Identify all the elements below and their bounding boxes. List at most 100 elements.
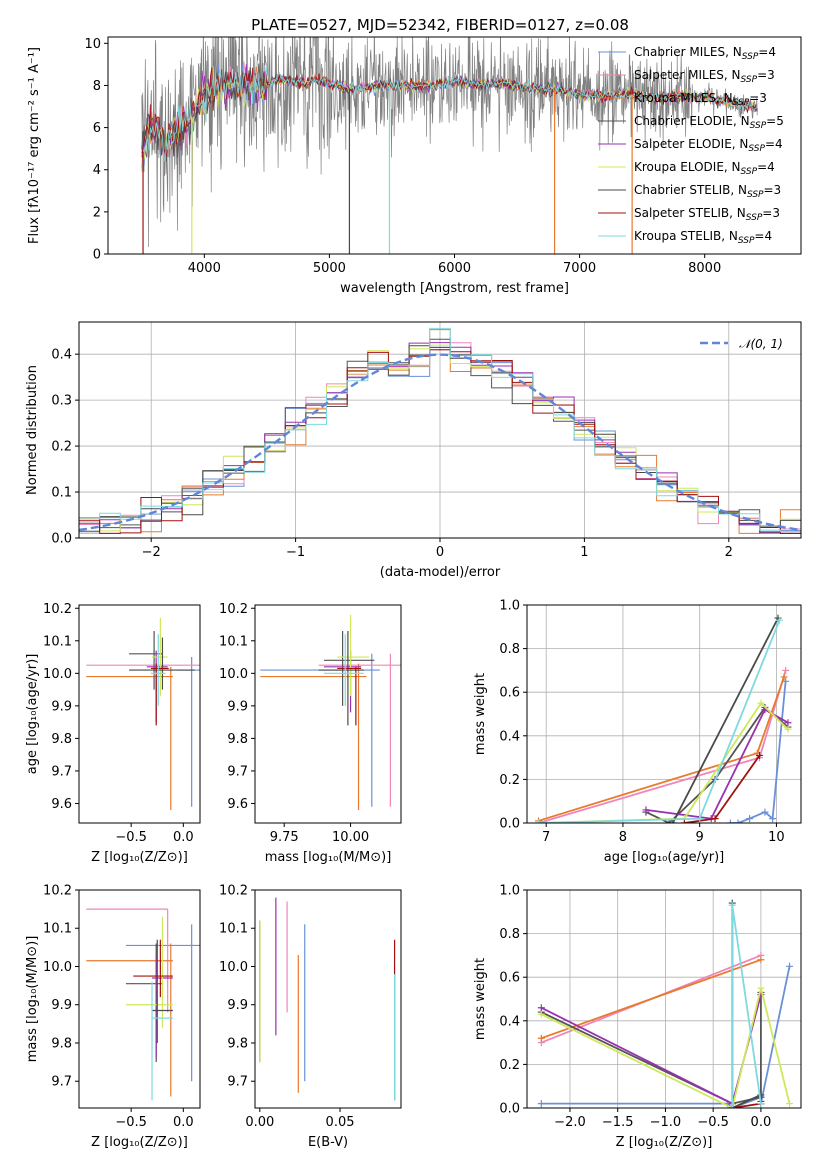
errorbar-point bbox=[125, 916, 173, 1028]
legend-label: Kroupa STELIB, NSSP=4 bbox=[634, 229, 772, 246]
mass-weight-marker bbox=[680, 819, 688, 823]
mass-weight-marker bbox=[784, 725, 792, 733]
y-tick-label: 6 bbox=[93, 121, 101, 136]
legend-label: Salpeter ELODIE, NSSP=4 bbox=[634, 137, 783, 154]
x-tick-label: −2 bbox=[142, 545, 161, 560]
mass-weight-series bbox=[540, 992, 762, 1105]
x-axis-label: Z [log₁₀(Z/Z⊙)] bbox=[91, 850, 188, 865]
mass-weight-marker bbox=[728, 1104, 736, 1108]
model-spectrum-line bbox=[141, 66, 758, 171]
y-tick-label: 10.0 bbox=[219, 667, 248, 682]
mass-weight-marker bbox=[757, 984, 765, 992]
errorbar-point bbox=[150, 634, 166, 706]
axes-frame bbox=[78, 321, 802, 539]
figure-title: PLATE=0527, MJD=52342, FIBERID=0127, z=0… bbox=[251, 16, 629, 34]
y-tick-label: 10.1 bbox=[43, 634, 72, 649]
mass-weight-series bbox=[645, 708, 789, 820]
spectrum-panel: 4000 5000 6000 7000 8000 0 2 4 6 8 10 wavelength [A… bbox=[27, 36, 802, 296]
y-tick-label: 0.8 bbox=[499, 927, 520, 942]
x-tick-label: 9 bbox=[696, 830, 704, 845]
axes-frame bbox=[78, 604, 201, 824]
y-tick-label: 0 bbox=[93, 248, 101, 263]
mass-weight-marker bbox=[757, 699, 765, 707]
mass-weight-series bbox=[540, 987, 791, 1108]
y-tick-label: 9.6 bbox=[51, 797, 72, 812]
errorbar-point bbox=[337, 666, 362, 726]
y-tick-label: 1.0 bbox=[499, 884, 520, 899]
x-axis-label: mass [log₁₀(M/M⊙)] bbox=[265, 850, 392, 865]
y-tick-label: 10.2 bbox=[219, 884, 248, 899]
x-tick-label: −1.5 bbox=[602, 1115, 634, 1130]
y-tick-label: 0.0 bbox=[499, 817, 520, 832]
errorbar-point bbox=[260, 663, 367, 810]
errorbar-point bbox=[318, 631, 364, 726]
y-axis-label: age [log₁₀(age/yr)] bbox=[25, 654, 40, 775]
errorbar-point bbox=[129, 631, 163, 690]
mass-weight-series bbox=[540, 994, 762, 1105]
y-tick-label: 0.6 bbox=[499, 971, 520, 986]
errorbar-point bbox=[178, 657, 200, 807]
y-axis-label: mass weight bbox=[473, 958, 488, 1040]
mass-weight-marker bbox=[746, 815, 754, 823]
residual-legend: 𝒩(0, 1) bbox=[700, 337, 783, 351]
y-tick-label: 0.3 bbox=[51, 394, 72, 409]
mass-weight-series bbox=[538, 701, 789, 823]
errorbar-point bbox=[337, 614, 370, 697]
x-tick-label: 10.00 bbox=[332, 830, 369, 845]
y-tick-label: 10.0 bbox=[219, 960, 248, 975]
axes-frame bbox=[526, 604, 802, 824]
x-tick-label: 0.05 bbox=[326, 1115, 355, 1130]
x-tick-label: −0.5 bbox=[697, 1115, 729, 1130]
axes-frame bbox=[78, 889, 201, 1109]
y-tick-label: 0.1 bbox=[51, 486, 72, 501]
y-tick-label: 10.2 bbox=[43, 884, 72, 899]
mass-weight-marker bbox=[696, 815, 704, 823]
x-tick-label: −1.0 bbox=[650, 1115, 682, 1130]
x-tick-label: 6000 bbox=[438, 261, 471, 276]
plot-area bbox=[535, 614, 792, 823]
y-tick-label: 9.9 bbox=[227, 998, 248, 1013]
mass-weight-vs-age-panel: 7 8 9 10 0.0 0.2 0.4 0.6 0.8 1.0 age [log₁₀(age/yr… bbox=[473, 599, 802, 865]
y-tick-label: 10.1 bbox=[219, 634, 248, 649]
plot-area bbox=[86, 618, 200, 810]
y-tick-label: 9.9 bbox=[51, 998, 72, 1013]
mass-weight-marker bbox=[711, 815, 719, 823]
x-axis-label: Z [log₁₀(Z/Z⊙)] bbox=[616, 1135, 713, 1150]
y-axis-label: mass [log₁₀(M/M⊙)] bbox=[25, 936, 40, 1063]
plot-area bbox=[141, 37, 758, 254]
legend-label: Salpeter STELIB, NSSP=3 bbox=[634, 206, 780, 223]
mass-weight-series bbox=[538, 619, 781, 823]
legend-label: 𝒩(0, 1) bbox=[739, 337, 783, 351]
x-tick-label: −2.0 bbox=[554, 1115, 586, 1130]
errorbar-point bbox=[129, 637, 195, 690]
y-tick-label: 8 bbox=[93, 79, 101, 94]
x-tick-label: 10 bbox=[768, 830, 785, 845]
y-tick-label: 10.2 bbox=[43, 602, 72, 617]
y-tick-label: 9.9 bbox=[227, 699, 248, 714]
x-axis-label: Z [log₁₀(Z/Z⊙)] bbox=[91, 1135, 188, 1150]
errorbar-point bbox=[151, 981, 173, 1101]
y-tick-label: 9.7 bbox=[227, 1075, 248, 1090]
x-tick-label: 8 bbox=[619, 830, 627, 845]
axes-frame bbox=[254, 604, 402, 824]
x-tick-label: 0 bbox=[436, 545, 444, 560]
x-axis-label: E(B-V) bbox=[308, 1135, 348, 1150]
mass-weight-marker bbox=[786, 1100, 794, 1108]
legend-label: Chabrier MILES, NSSP=4 bbox=[634, 45, 776, 62]
y-tick-label: 0.4 bbox=[51, 348, 72, 363]
errorbar-point bbox=[133, 939, 173, 998]
residual-histogram-step bbox=[79, 327, 801, 533]
mass-weight-marker bbox=[757, 1100, 765, 1108]
legend-label: Chabrier ELODIE, NSSP=5 bbox=[634, 114, 784, 131]
errorbar-point bbox=[318, 653, 401, 807]
mass-weight-marker bbox=[537, 1100, 545, 1108]
y-tick-label: 10.1 bbox=[43, 922, 72, 937]
errorbar-point bbox=[324, 634, 364, 706]
y-tick-label: 0.4 bbox=[499, 1014, 520, 1029]
mass-weight-marker bbox=[780, 673, 788, 681]
x-tick-label: 7 bbox=[542, 830, 550, 845]
spectrum-legend: Chabrier MILES, NSSP=4 Salpeter MILES, NS… bbox=[598, 45, 784, 246]
errorbar-point bbox=[152, 618, 168, 697]
y-tick-label: 1.0 bbox=[499, 599, 520, 614]
y-tick-label: 9.8 bbox=[51, 1036, 72, 1051]
